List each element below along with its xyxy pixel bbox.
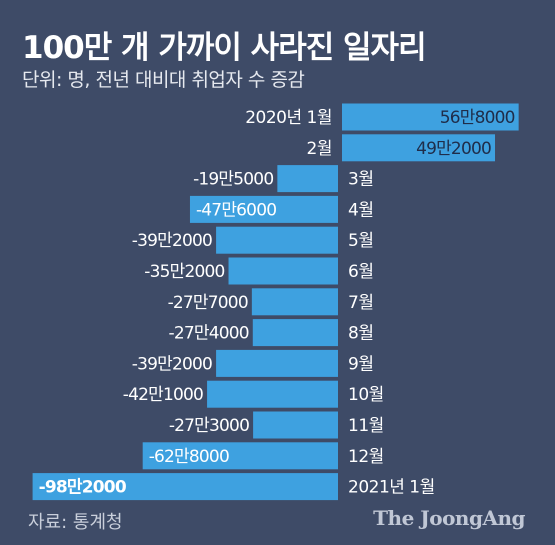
value-label-6: -35만2000 — [144, 262, 224, 282]
value-label-1: 56만8000 — [440, 108, 515, 128]
bar-12 — [142, 442, 338, 470]
value-label-5: -39만2000 — [132, 231, 212, 251]
brand-logo: The JoongAng — [373, 506, 525, 530]
bar-4 — [189, 195, 338, 223]
value-label-13: -98만2000 — [39, 478, 127, 498]
category-label-6: 6월 — [348, 262, 373, 282]
category-label-1: 2020년 1월 — [245, 108, 332, 128]
category-label-13: 2021년 1월 — [348, 478, 435, 498]
category-label-11: 11월 — [348, 416, 384, 436]
category-label-4: 4월 — [348, 200, 373, 220]
category-label-10: 10월 — [348, 385, 384, 405]
bar-10 — [207, 380, 338, 408]
bar-13 — [32, 473, 339, 501]
bar-8 — [252, 319, 338, 347]
bar-6 — [228, 257, 338, 285]
value-label-3: -19만5000 — [193, 170, 273, 190]
value-label-10: -42만1000 — [123, 385, 203, 405]
bar-1 — [342, 103, 519, 131]
source-note: 자료: 통계청 — [28, 512, 123, 533]
category-label-5: 5월 — [348, 231, 373, 251]
category-label-2: 2월 — [307, 139, 332, 159]
bar-11 — [253, 411, 338, 439]
value-label-4: -47만6000 — [196, 200, 276, 220]
bar-3 — [277, 165, 338, 193]
value-label-8: -27만4000 — [169, 324, 249, 344]
bar-9 — [216, 349, 338, 377]
chart-subtitle: 단위: 명, 전년 대비대 취업자 수 증감 — [22, 69, 305, 91]
value-label-9: -39만2000 — [132, 354, 212, 374]
value-label-2: 49만2000 — [416, 139, 491, 159]
value-label-12: -62만8000 — [149, 447, 229, 467]
category-label-9: 9월 — [348, 354, 373, 374]
value-label-7: -27만7000 — [168, 293, 248, 313]
category-label-12: 12월 — [348, 447, 384, 467]
bar-7 — [251, 288, 338, 316]
category-label-8: 8월 — [348, 324, 373, 344]
bar-5 — [216, 226, 338, 254]
category-label-7: 7월 — [348, 293, 373, 313]
category-label-3: 3월 — [348, 170, 373, 190]
chart-title: 100만 개 가까이 사라진 일자리 — [22, 30, 427, 66]
bar-2 — [342, 134, 496, 162]
value-label-11: -27만3000 — [169, 416, 249, 436]
